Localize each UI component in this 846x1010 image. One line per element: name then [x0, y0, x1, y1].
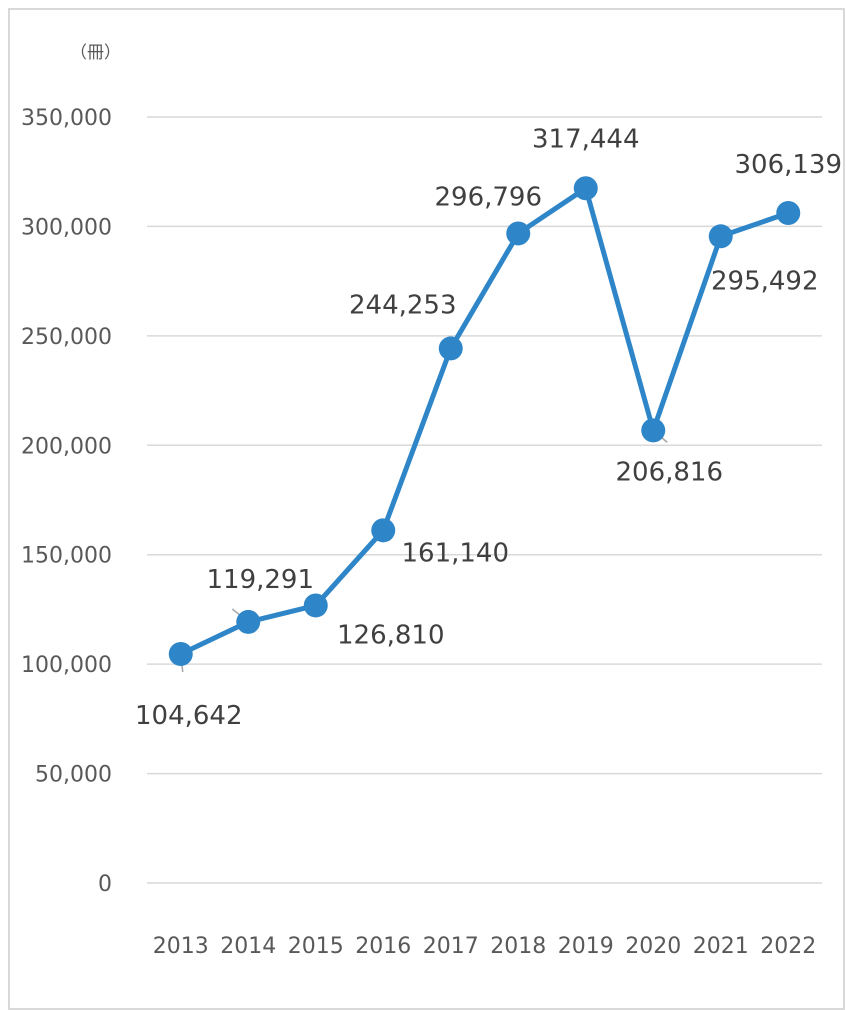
data-label: 119,291 — [206, 565, 314, 595]
data-label: 306,139 — [734, 150, 842, 180]
x-tick-label: 2017 — [423, 934, 479, 959]
x-tick-label: 2021 — [693, 934, 749, 959]
y-tick-label: 50,000 — [35, 763, 112, 788]
y-tick-label: 350,000 — [21, 106, 112, 131]
data-label: 295,492 — [711, 266, 819, 296]
data-label: 317,444 — [532, 124, 640, 154]
data-point — [303, 593, 328, 618]
gridlines — [147, 116, 822, 884]
data-label: 161,140 — [401, 538, 509, 568]
data-point — [573, 176, 598, 201]
series-line — [178, 185, 791, 657]
data-point — [438, 336, 463, 361]
y-tick-label: 250,000 — [21, 325, 112, 350]
y-axis-unit-label: （冊） — [70, 43, 121, 63]
x-tick-label: 2022 — [760, 934, 816, 959]
x-tick-label: 2020 — [625, 934, 681, 959]
y-tick-label: 0 — [98, 872, 112, 897]
x-tick-label: 2016 — [355, 934, 411, 959]
x-axis-ticks: 2013 2014 2015 2016 2017 2018 2019 2020 2021 2022 — [153, 934, 817, 959]
x-tick-label: 2018 — [490, 934, 546, 959]
data-labels: 104,642 119,291 126,810 161,140 244,253 296,7… — [135, 124, 842, 731]
data-label: 104,642 — [135, 701, 243, 731]
x-tick-label: 2013 — [153, 934, 209, 959]
data-label: 296,796 — [434, 182, 542, 212]
chart-frame — [8, 8, 845, 1010]
data-label: 126,810 — [337, 620, 445, 650]
y-tick-label: 300,000 — [21, 215, 112, 240]
data-point — [236, 609, 261, 634]
data-point — [641, 418, 666, 443]
x-tick-label: 2014 — [220, 934, 276, 959]
x-tick-label: 2015 — [288, 934, 344, 959]
data-label: 206,816 — [615, 457, 723, 487]
series-polyline — [178, 185, 791, 657]
data-point — [371, 518, 396, 543]
y-tick-label: 200,000 — [21, 434, 112, 459]
data-points — [168, 176, 801, 666]
data-point — [168, 641, 193, 666]
data-point — [708, 224, 733, 249]
data-point — [506, 221, 531, 246]
y-tick-label: 150,000 — [21, 544, 112, 569]
y-axis-ticks: 0 50,000 100,000 150,000 200,000 250,000 300,0… — [21, 106, 112, 897]
data-label: 244,253 — [349, 290, 457, 320]
x-tick-label: 2019 — [558, 934, 614, 959]
data-point — [776, 200, 801, 225]
y-tick-label: 100,000 — [21, 653, 112, 678]
